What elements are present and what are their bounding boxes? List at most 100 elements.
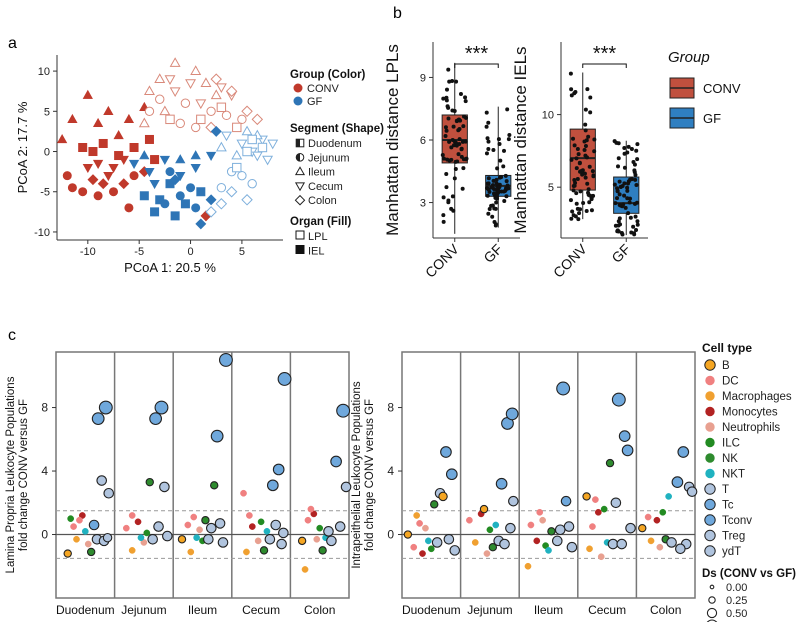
box-point [575,146,580,151]
box-point [486,120,491,125]
fold-point [431,537,443,548]
fold-segment-label: Jejunum [121,603,166,617]
fold-point [625,522,636,534]
fold-point [586,545,593,553]
fold-point [310,510,318,518]
box-point [458,92,463,97]
box-point [616,164,621,169]
box-point [568,198,573,203]
size-legend-circle [706,607,718,619]
cell-legend-label: T [722,484,729,496]
pcoa-point [210,89,222,100]
fold-point [154,400,169,415]
lpl-fold-change-plot: 0 4 8 Lamina Propria Leukocyte Populations f… [5,351,352,617]
pcoa-point [109,187,119,197]
box-point [617,179,622,184]
cell-legend-label: ydT [722,546,741,558]
box-point [572,143,577,148]
pcoa-point [92,159,104,170]
box-point [486,176,491,181]
box-point [502,189,507,194]
fold-point [656,543,664,551]
fold-point [313,535,321,543]
pcoa-point [124,203,134,213]
legend-group-swatch [293,83,303,93]
box-point [450,108,455,113]
fold-y-label-line1: Lamina Propria Leukocyte Populations [5,376,17,573]
pcoa-point [251,113,264,126]
fold-point [422,524,429,532]
fold-point [196,526,203,534]
pcoa-point [78,143,88,153]
fold-point [323,526,334,537]
box-point [486,147,491,152]
legend-organ-swatch [295,245,305,254]
box-point [459,146,464,151]
fold-point [98,400,113,415]
pcoa-point [180,98,191,108]
pcoa-point [169,174,181,186]
box-x-tick-label: GF [608,241,633,266]
box-point [588,110,593,115]
pcoa-point [195,99,207,110]
fold-point [582,492,591,501]
box-point [450,138,455,143]
pcoa-point [149,180,160,190]
iel-fold-change-plot: 0 4 8 Intrapeithelial Leukocyte Populations… [351,351,698,617]
pcoa-point [232,162,242,173]
fold-point [334,521,346,532]
pcoa-point [257,142,268,153]
fold-point [610,497,622,509]
box-point [576,217,581,222]
pcoa-point [186,183,196,193]
fold-point [492,521,500,529]
box-point [625,188,630,193]
box-point [633,172,638,177]
fold-y-tick-label: 0 [41,528,48,542]
significance-stars: *** [593,43,617,65]
legend-segment-shape [294,182,306,192]
box-point [631,224,636,229]
pcoa-point [123,113,135,124]
box-point [491,147,496,152]
fold-point [122,524,130,532]
box-point [583,122,588,127]
box-point [455,159,460,164]
box-point [489,203,494,208]
pcoa-point [82,163,93,174]
fold-segment-label: Ileum [188,603,217,617]
fold-point [594,508,602,516]
box-point [613,201,618,206]
pcoa-x-tick-label: 5 [239,246,245,258]
box-point [629,230,634,235]
legend-segment-shape [294,166,306,176]
fold-segment-label: Colon [304,603,335,617]
fold-point [193,534,200,542]
pcoa-point [200,77,212,88]
box-point [441,219,446,224]
cell-legend-swatch [705,406,715,417]
fold-point [505,407,519,421]
box-point [585,87,590,92]
fold-point [505,522,516,534]
fold-point [81,527,89,535]
legend-organ-label: IEL [308,246,325,258]
fold-point [103,487,115,499]
pcoa-point [113,129,124,140]
fold-panel-frame [401,351,696,599]
pcoa-point [196,187,206,197]
significance-stars: *** [465,43,489,65]
legend-segment-label: Jejunum [308,152,350,164]
box-point [443,134,448,139]
fold-point [102,532,113,543]
box-point [635,157,640,162]
pcoa-point [150,155,160,165]
pcoa-y-tick-label: -5 [40,187,50,199]
fold-point [445,468,458,481]
box-point [583,128,588,133]
box-point [634,183,639,188]
pcoa-point [190,65,202,75]
box-point [579,169,584,174]
box-point [587,164,592,169]
pcoa-point [118,178,130,190]
